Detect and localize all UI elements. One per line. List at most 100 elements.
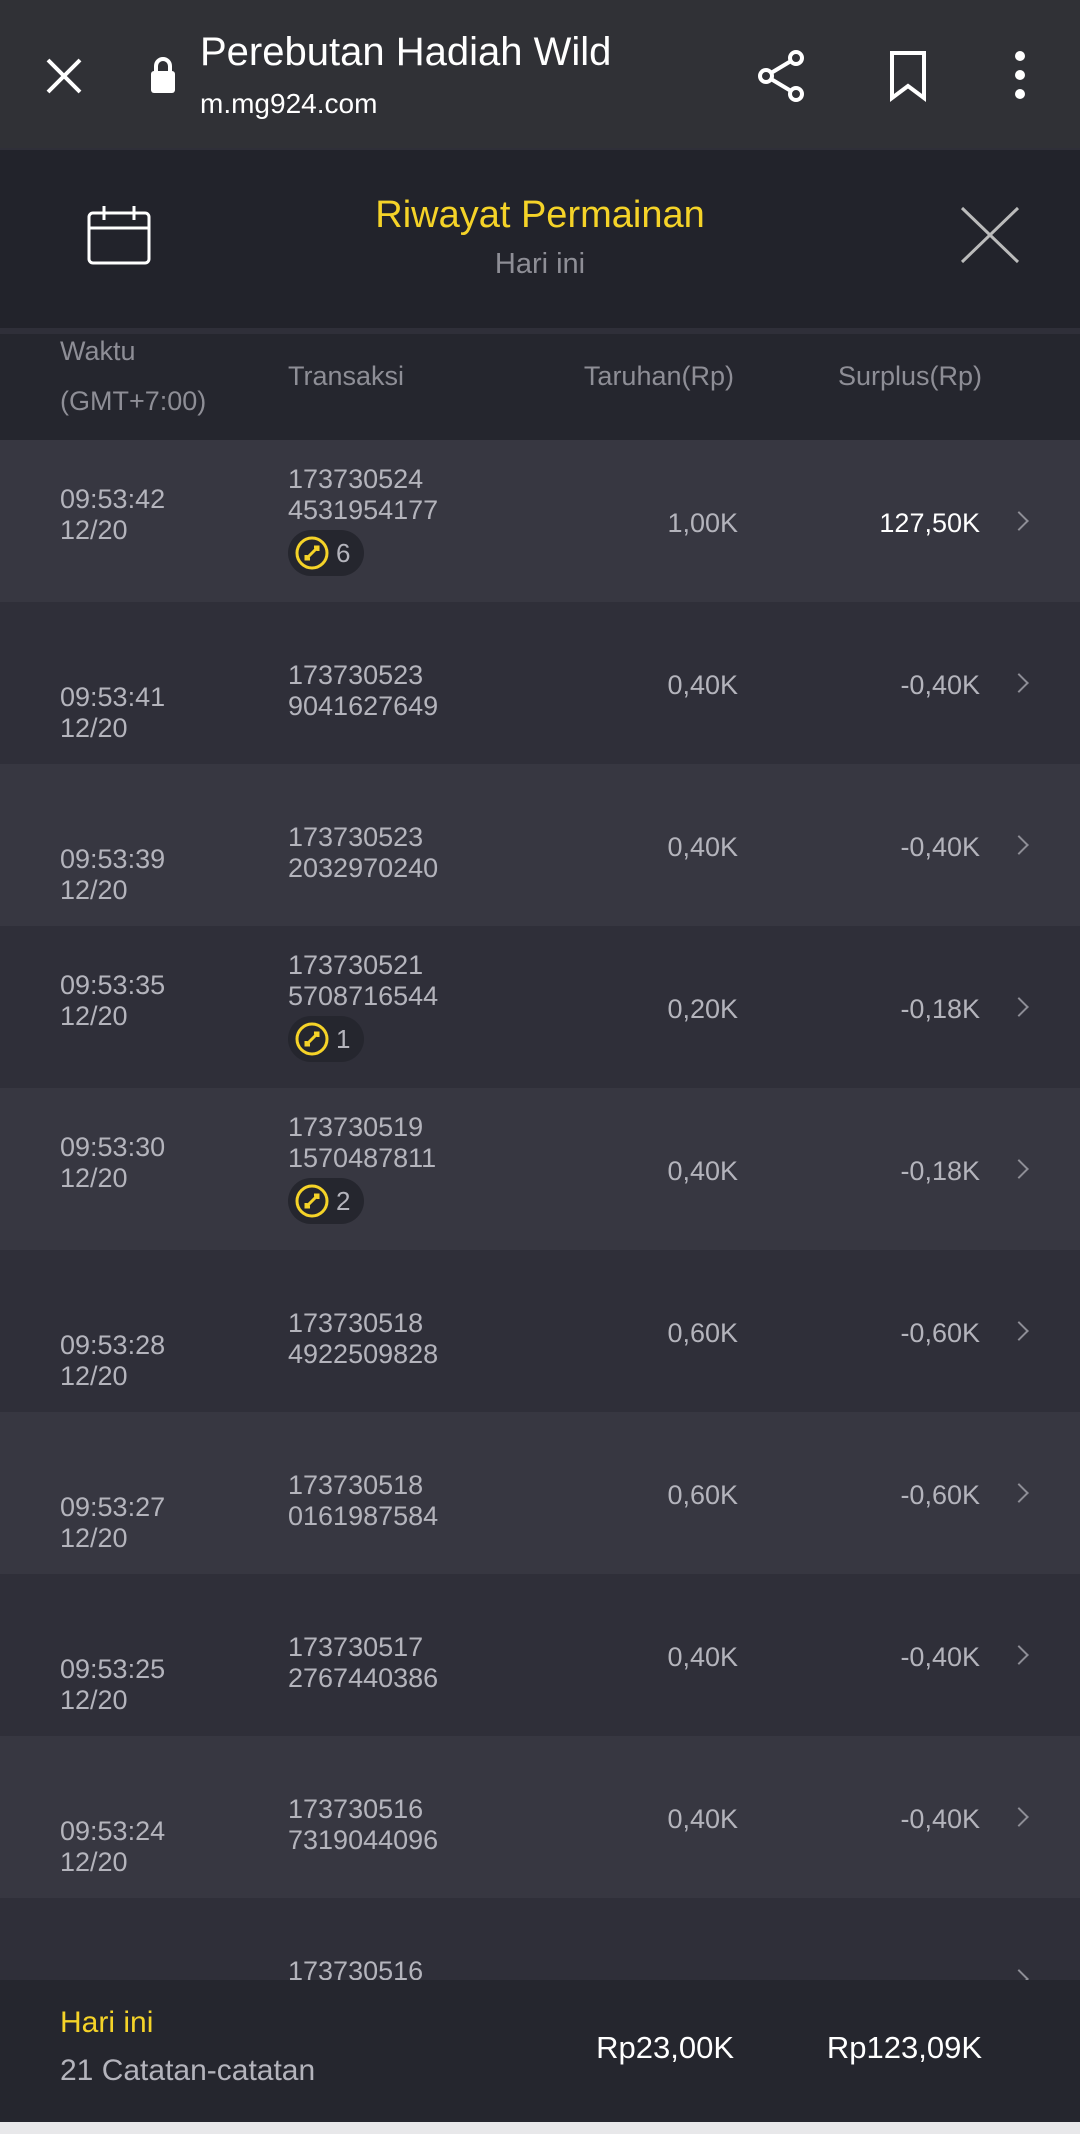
tx-id-line1: 173730518 bbox=[288, 1470, 424, 1500]
time-text: 09:53:25 bbox=[60, 1654, 166, 1684]
chevron-right-icon[interactable] bbox=[1009, 1159, 1029, 1179]
chevron-right-icon[interactable] bbox=[1009, 1969, 1029, 1980]
time-text: 09:53:24 bbox=[60, 1816, 166, 1846]
chevron-right-icon[interactable] bbox=[1009, 511, 1029, 531]
tx-id-line1: 173730521 bbox=[288, 950, 424, 980]
row-transaction: 173730524 4531954177 6 bbox=[288, 464, 438, 578]
more-options-icon[interactable] bbox=[1010, 50, 1030, 100]
chevron-right-icon[interactable] bbox=[1009, 1807, 1029, 1827]
history-list: 09:53:42 12/20 173730524 4531954177 6 1,00K 12… bbox=[0, 440, 1080, 1980]
tx-id-line1: 173730523 bbox=[288, 660, 424, 690]
free-spin-badge: 6 bbox=[288, 530, 365, 576]
table-row[interactable]: 09:53:42 12/20 173730524 4531954177 6 1,00K 12… bbox=[0, 440, 1080, 602]
game-history-header: Riwayat Permainan Hari ini bbox=[0, 150, 1080, 328]
time-text: 09:53:35 bbox=[60, 970, 166, 1000]
row-time: 09:53:39 12/20 bbox=[60, 844, 165, 906]
row-transaction: 173730519 1570487811 2 bbox=[288, 1112, 436, 1226]
row-bet: 0,60K bbox=[667, 1480, 738, 1510]
table-row[interactable]: 09:53:30 12/20 173730519 1570487811 2 0,40K -0… bbox=[0, 1088, 1080, 1250]
free-spin-count: 6 bbox=[336, 537, 351, 568]
free-spin-icon bbox=[295, 536, 329, 570]
col-time: Waktu bbox=[60, 336, 136, 366]
tx-id-line2: 4531954177 bbox=[288, 495, 439, 525]
row-transaction: 173730521 5708716544 1 bbox=[288, 950, 438, 1064]
row-transaction: 173730518 4922509828 bbox=[288, 1308, 438, 1370]
row-bet: 0,40K bbox=[667, 1156, 738, 1186]
footer-count: 21 Catatan-catatan bbox=[60, 2054, 316, 2087]
tx-id-line2: 5708716544 bbox=[288, 981, 439, 1011]
summary-footer: Hari ini 21 Catatan-catatan Rp23,00K Rp1… bbox=[0, 1980, 1080, 2122]
col-surplus: Surplus(Rp) bbox=[837, 361, 982, 391]
row-surplus: -0,18K bbox=[900, 1156, 980, 1186]
time-text: 09:53:30 bbox=[60, 1132, 166, 1162]
tx-id-line1: 173730517 bbox=[288, 1632, 424, 1662]
row-time: 09:53:25 12/20 bbox=[60, 1654, 165, 1716]
row-surplus: -0,40K bbox=[900, 832, 980, 862]
footer-period: Hari ini bbox=[60, 2006, 154, 2039]
row-bet: 0,40K bbox=[667, 1804, 738, 1834]
tx-id-line2: 2032970240 bbox=[288, 853, 439, 883]
row-time: 09:53:35 12/20 bbox=[60, 970, 165, 1032]
close-panel-icon[interactable] bbox=[960, 206, 1020, 264]
row-transaction: 173730518 0161987584 bbox=[288, 1470, 438, 1532]
row-surplus: -0,18K bbox=[900, 994, 980, 1024]
row-time: 09:53:28 12/20 bbox=[60, 1330, 165, 1392]
row-bet: 0,40K bbox=[667, 670, 738, 700]
tx-id-line2: 2767440386 bbox=[288, 1663, 439, 1693]
table-row[interactable]: 09:53:23 173730516 bbox=[0, 1898, 1080, 1980]
header-title: Riwayat Permainan bbox=[375, 194, 705, 236]
chevron-right-icon[interactable] bbox=[1009, 1483, 1029, 1503]
tx-id-line1: 173730516 bbox=[288, 1956, 424, 1980]
free-spin-count: 1 bbox=[336, 1023, 351, 1054]
bookmark-icon[interactable] bbox=[886, 50, 930, 102]
chevron-right-icon[interactable] bbox=[1009, 1321, 1029, 1341]
row-time: 09:53:41 12/20 bbox=[60, 682, 165, 744]
share-icon[interactable] bbox=[756, 48, 808, 104]
date-text: 12/20 bbox=[60, 875, 128, 905]
row-surplus: 127,50K bbox=[879, 508, 980, 538]
row-transaction: 173730516 7319044096 bbox=[288, 1794, 438, 1856]
row-transaction: 173730523 2032970240 bbox=[288, 822, 438, 884]
table-row[interactable]: 09:53:25 12/20 173730517 2767440386 0,40K -0,… bbox=[0, 1574, 1080, 1736]
free-spin-badge: 2 bbox=[288, 1178, 365, 1224]
row-transaction: 173730523 9041627649 bbox=[288, 660, 438, 722]
chevron-right-icon[interactable] bbox=[1009, 673, 1029, 693]
col-timezone: (GMT+7:00) bbox=[60, 386, 207, 416]
tx-id-line1: 173730518 bbox=[288, 1308, 424, 1338]
row-bet: 0,40K bbox=[667, 832, 738, 862]
row-bet: 0,20K bbox=[667, 994, 738, 1024]
page-url[interactable]: m.mg924.com bbox=[200, 88, 378, 119]
table-row[interactable]: 09:53:35 12/20 173730521 5708716544 1 0,20K -0… bbox=[0, 926, 1080, 1088]
tx-id-line2: 7319044096 bbox=[288, 1825, 439, 1855]
row-time: 09:53:42 12/20 bbox=[60, 484, 165, 546]
calendar-icon[interactable] bbox=[86, 204, 152, 266]
date-text: 12/20 bbox=[60, 713, 128, 743]
table-header: Waktu (GMT+7:00) Transaksi Taruhan(Rp) S… bbox=[0, 334, 1080, 440]
table-row[interactable]: 09:53:41 12/20 173730523 9041627649 0,40K -0,… bbox=[0, 602, 1080, 764]
table-row[interactable]: 09:53:27 12/20 173730518 0161987584 0,60K -0,… bbox=[0, 1412, 1080, 1574]
page-title: Perebutan Hadiah Wild bbox=[200, 30, 612, 74]
free-spin-icon bbox=[295, 1022, 329, 1056]
tx-id-line1: 173730516 bbox=[288, 1794, 424, 1824]
free-spin-badge: 1 bbox=[288, 1016, 365, 1062]
time-text: 09:53:39 bbox=[60, 844, 166, 874]
close-icon[interactable] bbox=[44, 56, 84, 96]
chevron-right-icon[interactable] bbox=[1009, 835, 1029, 855]
table-row[interactable]: 09:53:39 12/20 173730523 2032970240 0,40K -0,… bbox=[0, 764, 1080, 926]
row-transaction: 173730517 2767440386 bbox=[288, 1632, 438, 1694]
table-row[interactable]: 09:53:28 12/20 173730518 4922509828 0,60K -0,… bbox=[0, 1250, 1080, 1412]
chevron-right-icon[interactable] bbox=[1009, 1645, 1029, 1665]
row-time: 09:53:24 12/20 bbox=[60, 1816, 165, 1878]
tx-id-line1: 173730523 bbox=[288, 822, 424, 852]
date-text: 12/20 bbox=[60, 515, 128, 545]
col-transaction: Transaksi bbox=[288, 361, 405, 391]
row-bet: 1,00K bbox=[667, 508, 738, 538]
bottom-edge bbox=[0, 2122, 1080, 2134]
table-row[interactable]: 09:53:24 12/20 173730516 7319044096 0,40K -0,… bbox=[0, 1736, 1080, 1898]
chevron-right-icon[interactable] bbox=[1009, 997, 1029, 1017]
tx-id-line2: 4922509828 bbox=[288, 1339, 439, 1369]
footer-total-bet: Rp23,00K bbox=[596, 2030, 734, 2065]
time-text: 09:53:42 bbox=[60, 484, 166, 514]
row-time: 09:53:23 bbox=[60, 1978, 165, 1980]
date-text: 12/20 bbox=[60, 1361, 128, 1391]
